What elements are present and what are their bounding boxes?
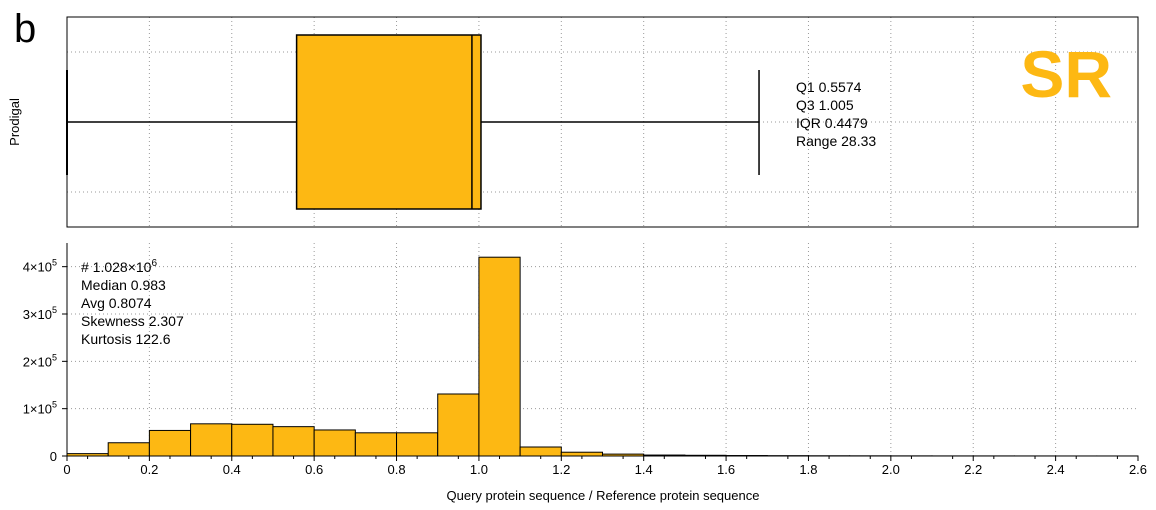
x-tick-label: 0.6 xyxy=(305,462,323,477)
x-tick-label: 2.0 xyxy=(882,462,900,477)
histogram-y-ticks: 0 1×105 2×105 3×105 4×105 xyxy=(23,258,67,464)
x-tick-label: 0.2 xyxy=(140,462,158,477)
histogram-bar xyxy=(107,442,150,457)
histogram-bar xyxy=(190,423,233,457)
box-plot-panel: Prodigal SR Q1 0.5574 Q3 1.005 IQR 0.4479 R… xyxy=(7,16,1139,228)
y-tick-label: 1×105 xyxy=(23,400,57,417)
histogram-stat-label: Avg 0.8074 xyxy=(81,295,152,311)
histogram-x-ticks: 0 0.2 0.4 0.6 0.8 1.0 1.2 1.4 1.6 1.8 2.0 2.2 2.4 2.6 xyxy=(63,456,1147,477)
histogram-bar xyxy=(560,451,603,457)
box-plot-y-axis-label: Prodigal xyxy=(7,98,22,146)
x-tick-label: 1.2 xyxy=(552,462,570,477)
histogram-x-axis-label: Query protein sequence / Reference prote… xyxy=(447,488,760,503)
box-plot-marks xyxy=(66,34,760,210)
histogram-bar xyxy=(478,256,521,457)
x-tick-label: 0.4 xyxy=(223,462,241,477)
x-tick-label: 0 xyxy=(63,462,70,477)
histogram-bar xyxy=(231,423,274,457)
x-tick-label: 1.0 xyxy=(470,462,488,477)
box-plot-stats: Q1 0.5574 Q3 1.005 IQR 0.4479 Range 28.33 xyxy=(796,79,876,149)
histogram-stat-label: Median 0.983 xyxy=(81,277,166,293)
histogram-bar xyxy=(437,393,480,457)
histogram-bar xyxy=(148,429,192,457)
histogram-bar xyxy=(354,432,398,457)
box-iqr xyxy=(295,34,482,210)
x-tick-label: 2.4 xyxy=(1047,462,1065,477)
box-stat-label: Range 28.33 xyxy=(796,133,876,149)
histogram-bar xyxy=(272,426,315,457)
histogram-stats: # 1.028×106 Median 0.983 Avg 0.8074 Skewnes… xyxy=(81,258,184,347)
box-stat-label: IQR 0.4479 xyxy=(796,115,868,131)
x-tick-label: 2.6 xyxy=(1129,462,1147,477)
panel-letter: b xyxy=(14,7,36,51)
box-stat-label: Q1 0.5574 xyxy=(796,79,862,95)
x-tick-label: 1.8 xyxy=(799,462,817,477)
histogram-bar xyxy=(396,432,439,457)
x-tick-label: 0.8 xyxy=(387,462,405,477)
y-tick-label: 3×105 xyxy=(23,305,57,322)
y-tick-label: 2×105 xyxy=(23,352,57,369)
y-tick-label: 0 xyxy=(50,449,57,464)
histogram-stat-label: Kurtosis 122.6 xyxy=(81,331,171,347)
watermark-sr: SR xyxy=(1020,37,1112,111)
y-tick-label: 4×105 xyxy=(23,258,57,275)
x-tick-label: 2.2 xyxy=(964,462,982,477)
histogram-grid xyxy=(67,243,1138,456)
histogram-bar xyxy=(313,429,356,457)
histogram-panel: 0 0.2 0.4 0.6 0.8 1.0 1.2 1.4 1.6 1.8 2.0 2.2 2.4 2.6… xyxy=(23,243,1147,503)
histogram-bars xyxy=(66,256,1139,457)
x-tick-label: 1.6 xyxy=(717,462,735,477)
histogram-stat-label: Skewness 2.307 xyxy=(81,313,184,329)
histogram-stat-label: # 1.028×106 xyxy=(81,258,157,275)
x-tick-label: 1.4 xyxy=(635,462,653,477)
box-stat-label: Q3 1.005 xyxy=(796,97,854,113)
histogram-bar xyxy=(519,446,562,457)
